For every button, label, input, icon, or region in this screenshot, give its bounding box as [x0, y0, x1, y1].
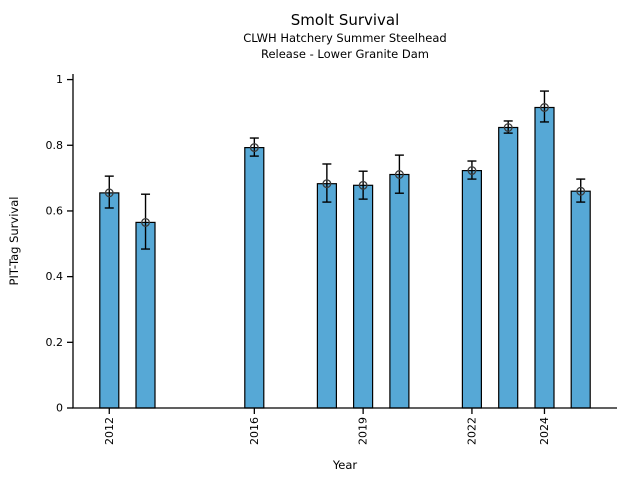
y-tick-label-0.2: 0.2	[46, 336, 64, 349]
x-tick-label-2019: 2019	[357, 417, 370, 445]
x-tick-label-2016: 2016	[248, 417, 261, 445]
bar-2013	[135, 221, 156, 409]
marker-2018	[322, 179, 332, 189]
y-tick-label-0: 0	[56, 402, 63, 415]
bar-2018	[316, 183, 337, 409]
chart-subtitle-line1: CLWH Hatchery Summer Steelhead	[243, 31, 447, 45]
bar-2023	[498, 126, 519, 409]
bar-2016	[244, 147, 265, 409]
y-tick-label-0.4: 0.4	[46, 270, 64, 283]
marker-2024	[540, 103, 549, 112]
bar-2012	[99, 192, 120, 409]
bar-2019	[353, 184, 374, 409]
chart-title: Smolt Survival	[290, 11, 400, 29]
marker-2019	[358, 180, 368, 190]
marker-2020	[394, 170, 404, 179]
x-tick-label-2022: 2022	[465, 417, 478, 445]
bar-2020	[389, 173, 410, 409]
y-tick-label-1: 1	[56, 73, 63, 86]
bar-2025	[570, 190, 591, 409]
chart-subtitle-line2: Release - Lower Granite Dam	[260, 47, 429, 61]
bar-2024	[534, 106, 555, 409]
bar-2022	[461, 170, 482, 409]
x-tick-label-2012: 2012	[103, 417, 116, 445]
y-axis-label: PIT-Tag Survival	[7, 196, 21, 286]
x-tick-label-2024: 2024	[538, 417, 551, 445]
marker-2016	[249, 143, 259, 153]
x-axis-label: Year	[332, 458, 358, 472]
marker-2013	[141, 217, 150, 227]
y-tick-label-0.8: 0.8	[46, 139, 64, 152]
marker-2025	[576, 186, 586, 196]
marker-2023	[503, 123, 513, 132]
marker-2012	[104, 188, 114, 198]
y-tick-label-0.6: 0.6	[46, 204, 64, 217]
marker-2022	[467, 166, 477, 176]
